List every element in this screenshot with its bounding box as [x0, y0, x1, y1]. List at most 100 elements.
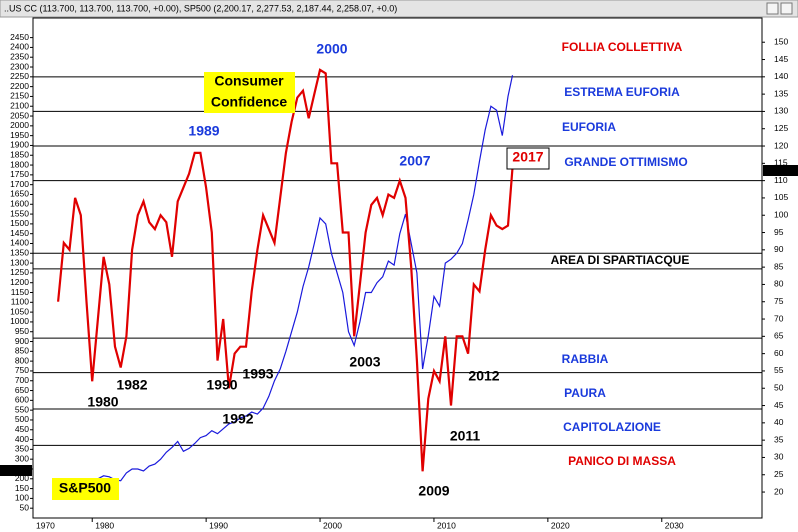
y-tick-label: 1250	[10, 267, 29, 277]
y-tick-label: 1150	[11, 287, 30, 297]
y-tick-label: 750	[15, 365, 29, 375]
series-line	[58, 75, 514, 488]
x-tick-label: 2030	[665, 520, 684, 530]
annotation: 2011	[450, 428, 481, 444]
annotation: 1989	[188, 123, 219, 139]
zone-label: PANICO DI MASSA	[568, 454, 676, 468]
y-tick-label: 2100	[10, 100, 29, 110]
y-tick-label: 2300	[10, 61, 29, 71]
y-tick-label: 1400	[10, 238, 29, 248]
y-tick-label: 200	[15, 473, 29, 483]
header-text: ..US CC (113.700, 113.700, 113.700, +0.0…	[4, 3, 397, 13]
y2-tick-label: 45	[774, 400, 784, 410]
y-tick-label: 1200	[10, 277, 29, 287]
x-tick-label: 2000	[323, 520, 342, 530]
y2-tick-label: 25	[774, 469, 784, 479]
y2-tick-label: 30	[774, 452, 784, 462]
zone-label: AREA DI SPARTIACQUE	[551, 253, 690, 267]
y2-tick-label: 140	[774, 71, 788, 81]
y-tick-label: 400	[15, 434, 29, 444]
y-tick-label: 1900	[10, 140, 29, 150]
zone-label: EUFORIA	[562, 120, 616, 134]
annotation: 1980	[87, 394, 118, 410]
zone-label: FOLLIA COLLETTIVA	[562, 40, 683, 54]
annotation: 2003	[349, 354, 380, 370]
x-tick-label: 1990	[209, 520, 228, 530]
y-tick-label: 1700	[10, 179, 29, 189]
y-tick-label: 1100	[11, 297, 30, 307]
annotation: 1990	[206, 377, 237, 393]
minimize-button[interactable]	[766, 2, 779, 15]
y-tick-label: 1300	[10, 257, 29, 267]
y2-tick-label: 100	[774, 209, 788, 219]
y2-tick-label: 115	[774, 158, 788, 168]
y-tick-label: 2150	[10, 91, 29, 101]
zone-label: PAURA	[564, 386, 606, 400]
y2-tick-label: 120	[774, 140, 788, 150]
y-tick-label: 1950	[10, 130, 29, 140]
annotation: 1992	[222, 411, 253, 427]
y-tick-label: 850	[15, 346, 29, 356]
y-tick-label: 1750	[10, 169, 29, 179]
y-tick-label: 100	[15, 493, 29, 503]
y-tick-label: 2050	[10, 110, 29, 120]
annotation: 2007	[399, 153, 430, 169]
annotation: S&P500	[59, 480, 111, 496]
last-value-box	[0, 465, 32, 476]
y-tick-label: 650	[15, 385, 29, 395]
y2-tick-label: 80	[774, 279, 784, 289]
y-tick-label: 1450	[10, 228, 29, 238]
y-tick-label: 1650	[10, 189, 29, 199]
y-tick-label: 550	[15, 404, 29, 414]
annotation: 1993	[242, 366, 273, 382]
y-tick-label: 2350	[10, 51, 29, 61]
label-box	[204, 72, 295, 113]
y-tick-label: 50	[20, 502, 30, 512]
y2-tick-label: 20	[774, 486, 784, 496]
y-tick-label: 1500	[10, 218, 29, 228]
zone-label: GRANDE OTTIMISMO	[564, 155, 687, 169]
annotation: 2009	[418, 483, 449, 499]
annotation: Confidence	[211, 94, 287, 110]
zone-label: ESTREMA EUFORIA	[564, 85, 680, 99]
y-tick-label: 1800	[10, 159, 29, 169]
y-tick-label: 1000	[10, 316, 29, 326]
y-tick-label: 2400	[10, 42, 29, 52]
y2-tick-label: 110	[774, 175, 788, 185]
y-tick-label: 1550	[10, 208, 29, 218]
y2-tick-label: 150	[774, 36, 788, 46]
y-tick-label: 2000	[10, 120, 29, 130]
maximize-button[interactable]	[780, 2, 793, 15]
x-tick-label: 1980	[95, 520, 114, 530]
y-tick-label: 150	[15, 483, 29, 493]
zone-label: CAPITOLAZIONE	[563, 420, 661, 434]
y2-tick-label: 95	[774, 227, 784, 237]
y2-tick-label: 125	[774, 123, 788, 133]
y2-tick-label: 145	[774, 54, 788, 64]
y2-tick-label: 55	[774, 365, 784, 375]
y-tick-label: 300	[15, 453, 29, 463]
x-tick-label: 2010	[437, 520, 456, 530]
y-tick-label: 2250	[10, 71, 29, 81]
series-line	[57, 68, 514, 472]
label-box	[506, 147, 550, 170]
plot-area	[32, 17, 763, 519]
y-tick-label: 2200	[10, 81, 29, 91]
y-tick-label: 350	[15, 444, 29, 454]
x-tick-label: 1970	[36, 520, 55, 530]
header-bar	[0, 0, 798, 18]
y2-tick-label: 85	[774, 261, 784, 271]
last-value-box	[763, 165, 798, 176]
y2-tick-label: 90	[774, 244, 784, 254]
annotation: 2017	[512, 149, 543, 165]
y-tick-label: 900	[15, 336, 29, 346]
y2-tick-label: 135	[774, 88, 788, 98]
y-tick-label: 800	[15, 355, 29, 365]
annotation: 1982	[116, 377, 147, 393]
y-tick-label: 1350	[10, 248, 29, 258]
y2-tick-label: 70	[774, 313, 784, 323]
y2-tick-label: 35	[774, 434, 784, 444]
y-tick-label: 500	[15, 414, 29, 424]
annotation: 2012	[468, 368, 499, 384]
